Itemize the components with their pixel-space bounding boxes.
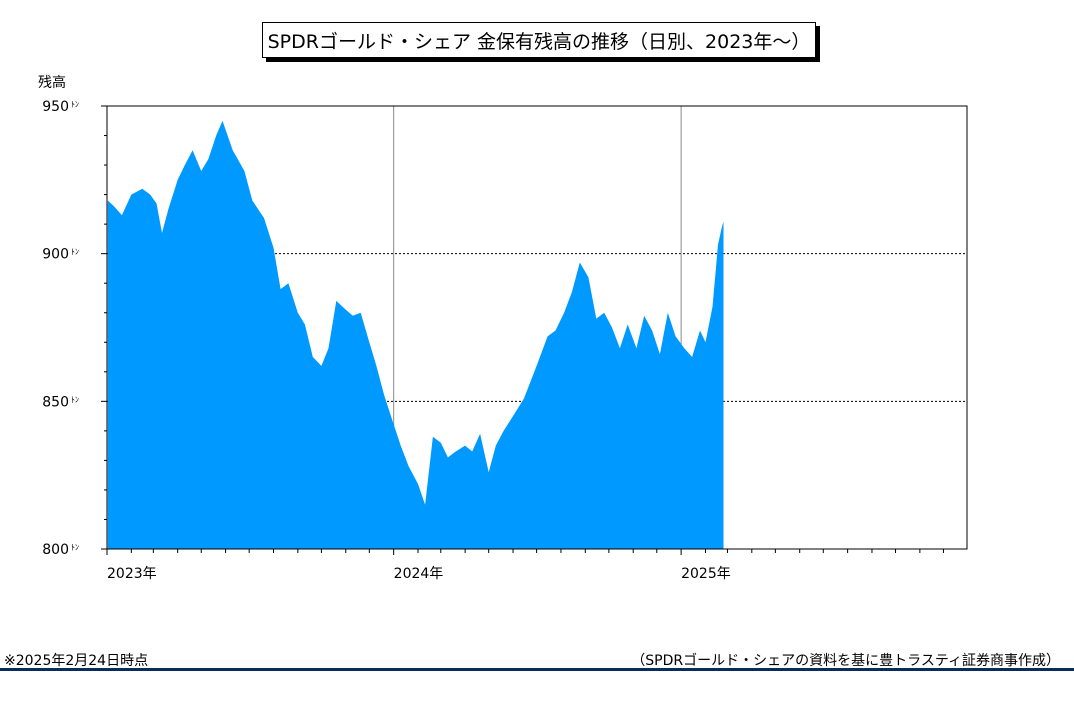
source-note: （SPDRゴールド・シェアの資料を基に豊トラスティ証券商事作成） [631, 653, 1060, 669]
y-axis-label: 残高 [38, 75, 66, 91]
y-tick-label: 800 [42, 542, 69, 558]
footer-rule [0, 668, 1074, 671]
y-tick-unit: ﾄﾝ [71, 100, 79, 109]
y-tick-label: 950 [42, 99, 69, 115]
y-tick-unit: ﾄﾝ [71, 248, 79, 257]
as-of-note: ※2025年2月24日時点 [4, 653, 149, 669]
y-tick-label: 850 [42, 394, 69, 410]
x-tick-label: 2023年 [107, 566, 157, 582]
chart-title: SPDRゴールド・シェア 金保有残高の推移（日別、2023年～） [262, 22, 816, 58]
y-tick-label: 900 [42, 247, 69, 263]
holdings-area [107, 120, 724, 550]
x-tick-label: 2024年 [394, 566, 444, 582]
y-tick-unit: ﾄﾝ [71, 543, 79, 552]
y-tick-unit: ﾄﾝ [71, 395, 79, 404]
x-tick-label: 2025年 [681, 566, 731, 582]
